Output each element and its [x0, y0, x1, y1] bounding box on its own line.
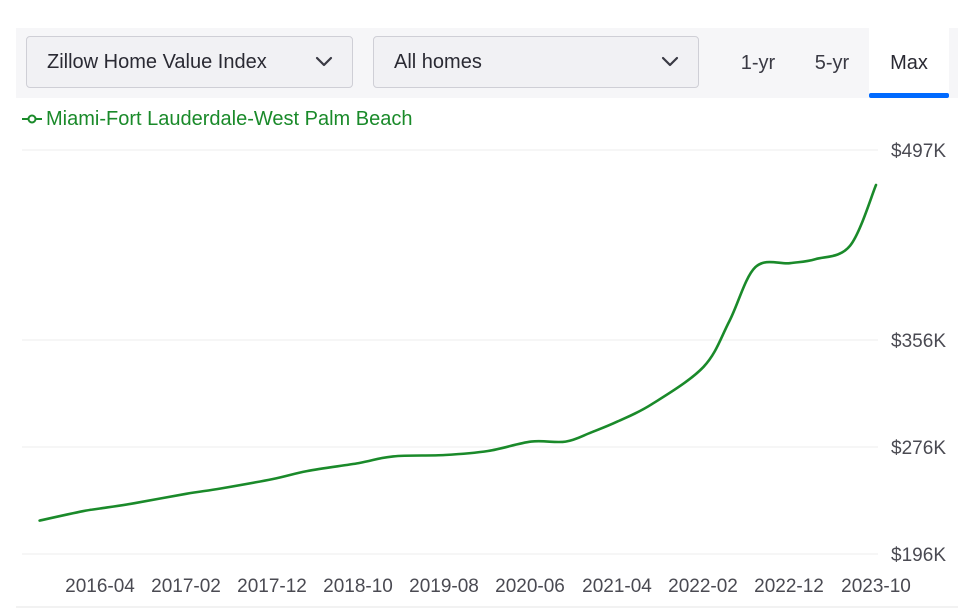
y-tick-label: $497K: [891, 141, 946, 162]
tab-5yr[interactable]: 5-yr: [814, 51, 850, 74]
chart-controls: Zillow Home Value Index All homes 1-yr 5…: [16, 28, 958, 98]
y-tick-label: $196K: [891, 545, 946, 566]
y-tick-label: $356K: [891, 331, 946, 352]
series-line[interactable]: [38, 183, 878, 522]
selected-tab-indicator: [869, 93, 949, 98]
x-tick-label: 2022-02: [668, 576, 738, 597]
home-type-dropdown-label: All homes: [394, 50, 482, 73]
line-marker-icon: [22, 114, 42, 124]
x-tick-label: 2023-10: [841, 576, 911, 597]
metric-dropdown-label: Zillow Home Value Index: [47, 50, 267, 73]
x-tick-label: 2021-04: [582, 576, 652, 597]
tab-max[interactable]: Max: [869, 28, 949, 98]
legend-label: Miami-Fort Lauderdale-West Palm Beach: [46, 107, 413, 130]
x-tick-label: 2022-12: [754, 576, 824, 597]
x-tick-label: 2019-08: [409, 576, 479, 597]
x-tick-label: 2020-06: [495, 576, 565, 597]
home-type-dropdown[interactable]: All homes: [373, 36, 699, 88]
tab-1yr[interactable]: 1-yr: [740, 51, 776, 74]
chevron-down-icon: [660, 52, 680, 72]
y-tick-label: $276K: [891, 438, 946, 459]
x-tick-label: 2017-12: [237, 576, 307, 597]
x-tick-label: 2017-02: [151, 576, 221, 597]
chevron-down-icon: [314, 52, 334, 72]
chart-legend[interactable]: Miami-Fort Lauderdale-West Palm Beach: [22, 106, 412, 132]
x-tick-label: 2016-04: [65, 576, 135, 597]
x-tick-label: 2018-10: [323, 576, 393, 597]
metric-dropdown[interactable]: Zillow Home Value Index: [26, 36, 353, 88]
